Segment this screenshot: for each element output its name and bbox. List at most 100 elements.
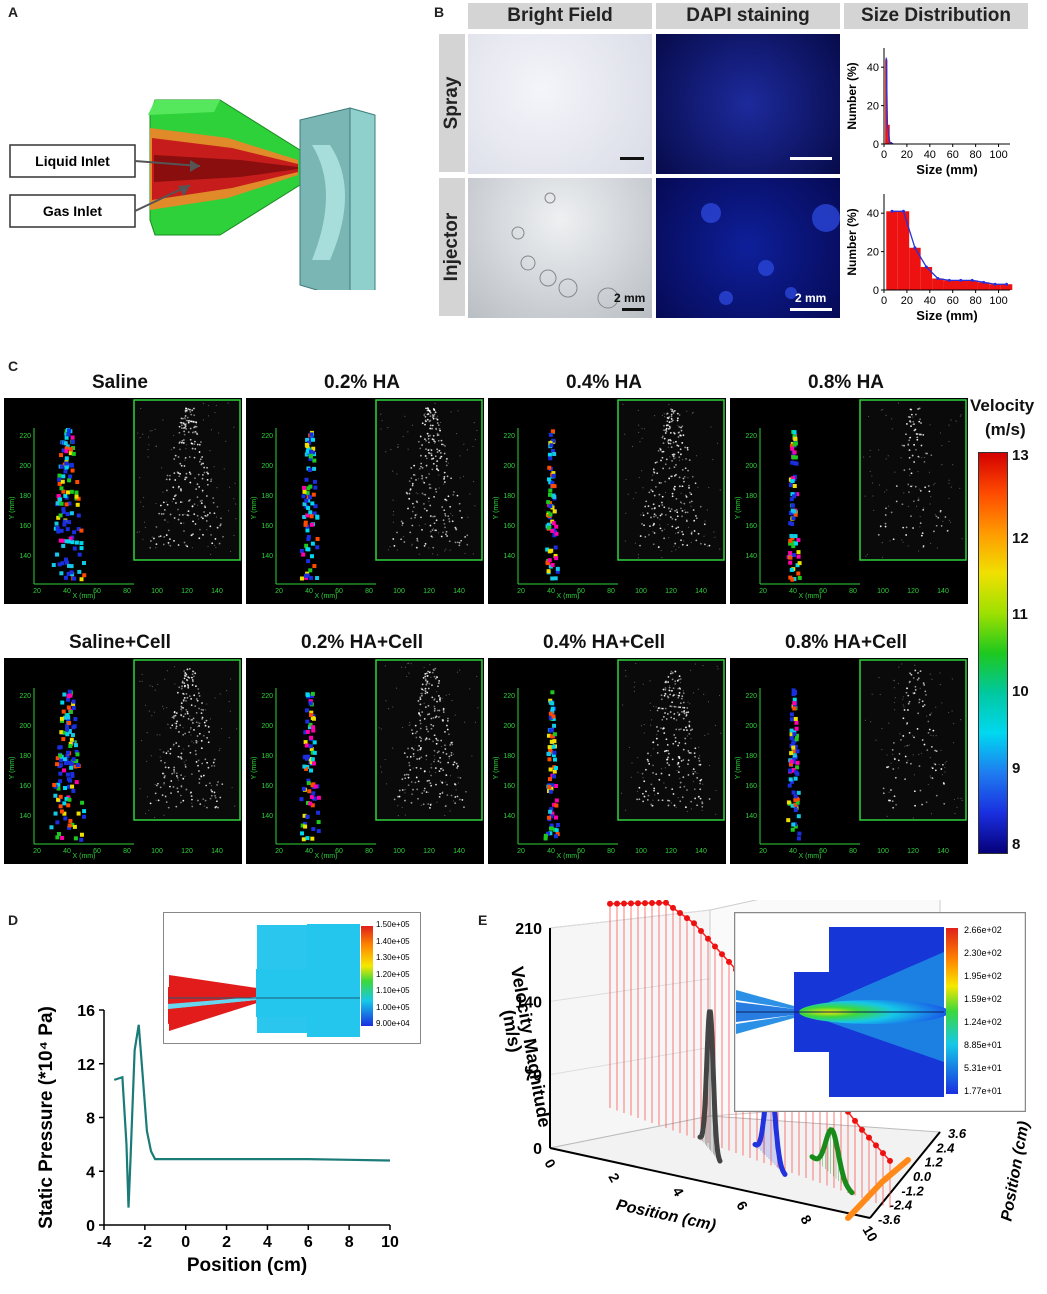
colorbar-tick: 1.50e+05	[376, 920, 410, 929]
velocity-vector	[797, 831, 802, 836]
particle	[421, 528, 423, 531]
particle	[196, 433, 199, 436]
particle	[657, 799, 660, 802]
velocity-vector	[311, 728, 316, 733]
particle	[161, 772, 164, 775]
velocity-vector	[789, 497, 794, 502]
particle	[183, 682, 186, 685]
velocity-vector	[547, 465, 552, 470]
noise-particle	[919, 434, 921, 436]
particle	[675, 464, 677, 466]
particle	[427, 713, 429, 716]
velocity-vector	[74, 540, 79, 545]
particle	[684, 737, 687, 740]
noise-particle	[166, 501, 168, 503]
particle	[667, 442, 670, 445]
particle	[209, 797, 212, 800]
particle	[435, 742, 438, 745]
velocity-vector	[66, 571, 71, 576]
particle	[644, 535, 647, 538]
y-tick-label: 220	[261, 693, 273, 700]
particle	[437, 469, 440, 472]
distribution-point	[890, 209, 894, 213]
velocity-vector	[59, 809, 64, 814]
particle	[419, 698, 422, 701]
z-tick-label: 210	[515, 921, 542, 938]
particle	[917, 672, 919, 674]
y-tick-label: -2.4	[890, 1198, 913, 1213]
particle	[427, 437, 430, 440]
particle	[179, 501, 182, 503]
particle	[212, 501, 215, 504]
noise-particle	[707, 733, 709, 735]
velocity-vector	[64, 435, 69, 440]
noise-particle	[715, 789, 717, 792]
particle	[158, 535, 160, 538]
particle	[679, 501, 682, 504]
particle	[185, 544, 187, 547]
noise-particle	[637, 424, 640, 426]
x-tick-label: 140	[937, 848, 949, 855]
noise-particle	[885, 458, 887, 460]
particle	[682, 776, 685, 779]
y-tick-label: 220	[745, 693, 757, 700]
noise-particle	[915, 505, 918, 507]
particle	[433, 749, 436, 752]
particle	[173, 711, 176, 714]
particle	[424, 493, 427, 496]
particle	[884, 522, 887, 525]
noise-particle	[939, 432, 942, 434]
noise-particle	[712, 458, 714, 461]
noise-particle	[637, 557, 639, 559]
noise-particle	[697, 796, 700, 799]
noise-particle	[932, 735, 935, 737]
particle	[699, 505, 702, 508]
particle	[209, 525, 212, 528]
velocity-vector	[796, 836, 801, 841]
noise-particle	[420, 692, 422, 695]
particle	[922, 682, 925, 685]
velocity-vector	[76, 811, 81, 816]
particle	[419, 703, 422, 706]
velocity-vector	[61, 489, 66, 494]
particle	[689, 752, 692, 754]
particle	[195, 741, 198, 744]
particle	[654, 461, 657, 464]
particle	[431, 536, 434, 539]
particle	[679, 706, 681, 709]
particle	[180, 424, 183, 427]
noise-particle	[702, 665, 704, 667]
particle	[673, 453, 676, 456]
particle	[444, 526, 446, 529]
particle	[186, 514, 189, 516]
particle	[919, 789, 922, 792]
noise-particle	[384, 665, 386, 667]
particle	[411, 729, 413, 731]
particle	[200, 775, 202, 777]
particle	[180, 714, 183, 717]
noise-particle	[944, 766, 946, 769]
particle	[425, 509, 428, 512]
particle	[685, 714, 688, 716]
particle	[653, 515, 655, 518]
particle	[406, 756, 409, 758]
particle	[442, 531, 444, 534]
particle	[445, 753, 448, 755]
noise-particle	[407, 431, 409, 433]
particle	[204, 758, 207, 761]
particle	[661, 456, 664, 459]
noise-particle	[234, 805, 236, 807]
particle	[669, 711, 672, 713]
velocity-vector	[792, 492, 797, 497]
particle	[664, 712, 666, 714]
particle	[169, 752, 172, 755]
velocity-vector	[64, 461, 69, 466]
noise-particle	[216, 487, 218, 489]
particle	[701, 801, 704, 804]
particle	[191, 684, 194, 686]
noise-particle	[430, 676, 432, 678]
velocity-vector	[796, 554, 801, 559]
noise-particle	[387, 549, 389, 551]
particle	[442, 769, 445, 772]
noise-particle	[628, 746, 631, 749]
